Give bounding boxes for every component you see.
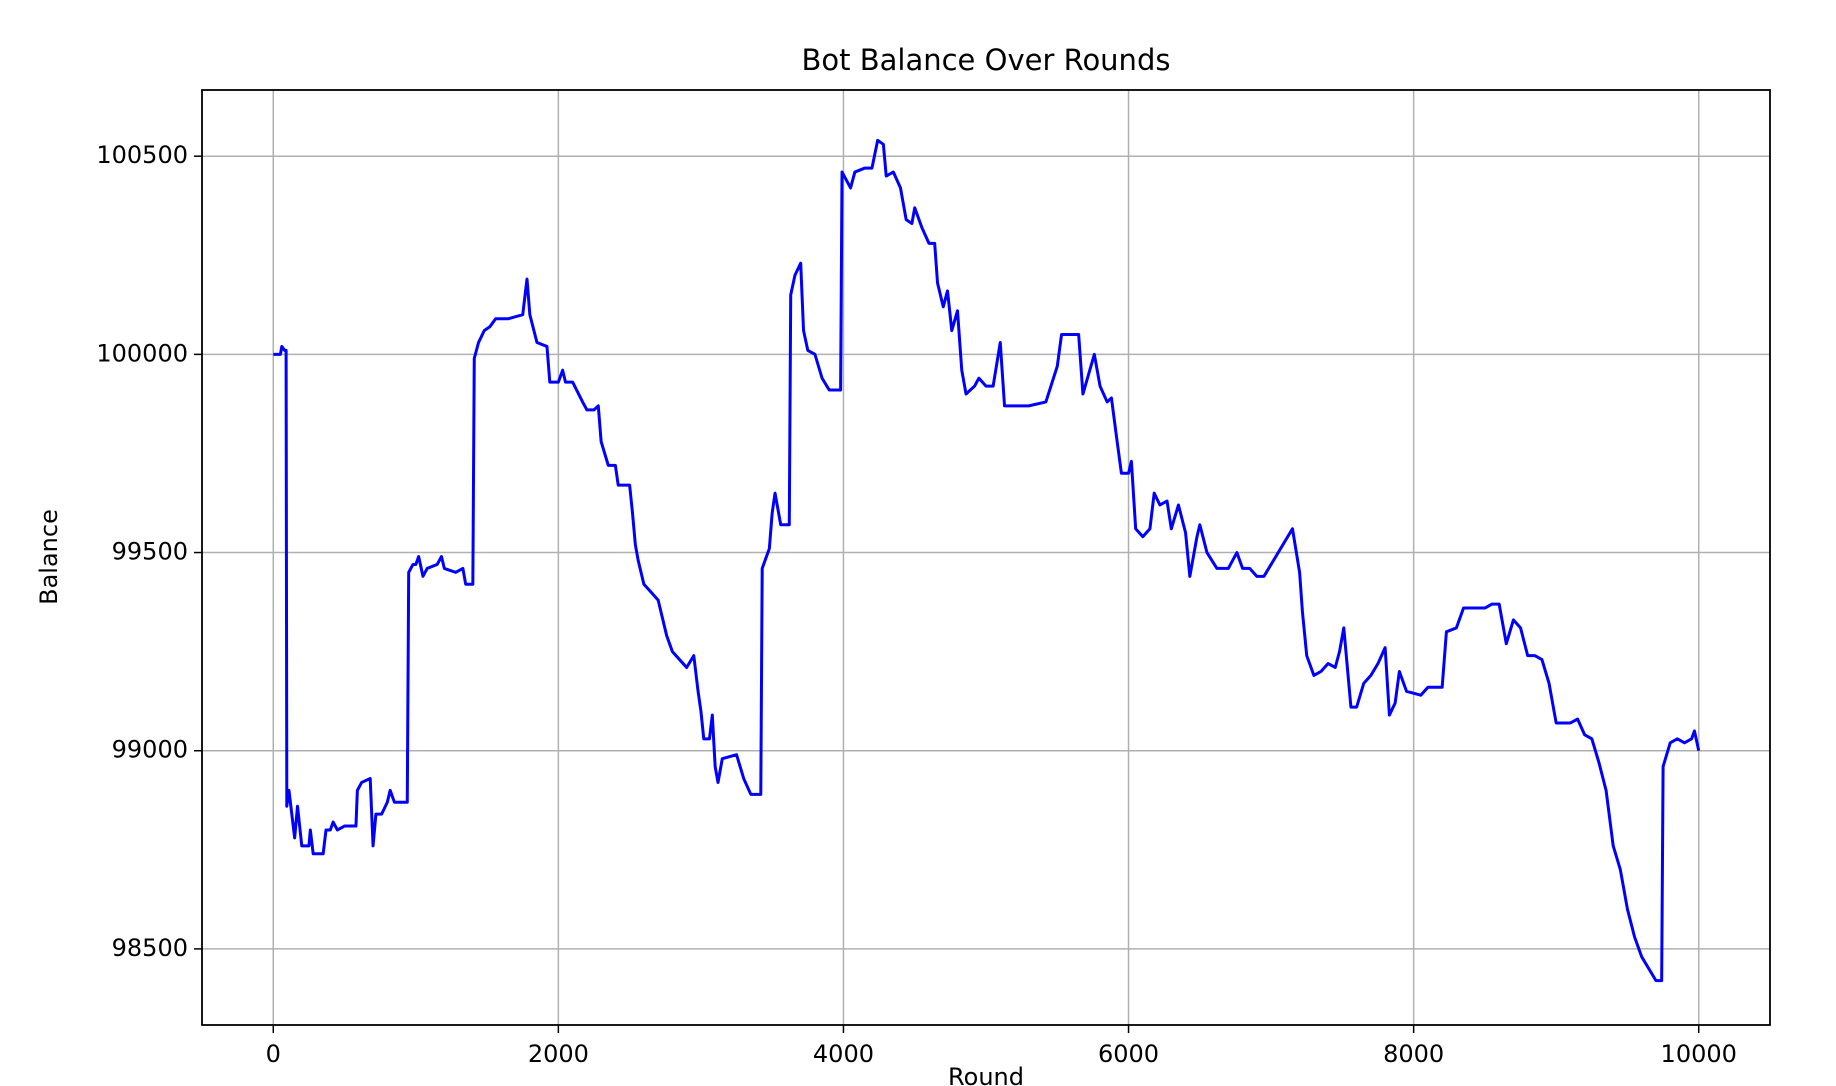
y-tick-label: 98500 <box>112 934 188 962</box>
chart-title: Bot Balance Over Rounds <box>802 43 1171 77</box>
x-axis-label: Round <box>948 1063 1024 1086</box>
y-tick-label: 100500 <box>96 141 188 169</box>
y-tick-label: 100000 <box>96 339 188 367</box>
y-tick-label: 99500 <box>112 538 188 566</box>
x-tick-label: 8000 <box>1383 1040 1444 1068</box>
balance-line <box>273 138 1701 983</box>
x-tick-label: 2000 <box>528 1040 589 1068</box>
y-tick-label: 99000 <box>112 736 188 764</box>
x-tick-label: 4000 <box>813 1040 874 1068</box>
x-tick-label: 0 <box>266 1040 281 1068</box>
x-tick-label: 6000 <box>1098 1040 1159 1068</box>
plot-frame <box>201 89 1771 1026</box>
x-tick-label: 10000 <box>1661 1040 1737 1068</box>
y-axis-label: Balance <box>35 509 63 605</box>
